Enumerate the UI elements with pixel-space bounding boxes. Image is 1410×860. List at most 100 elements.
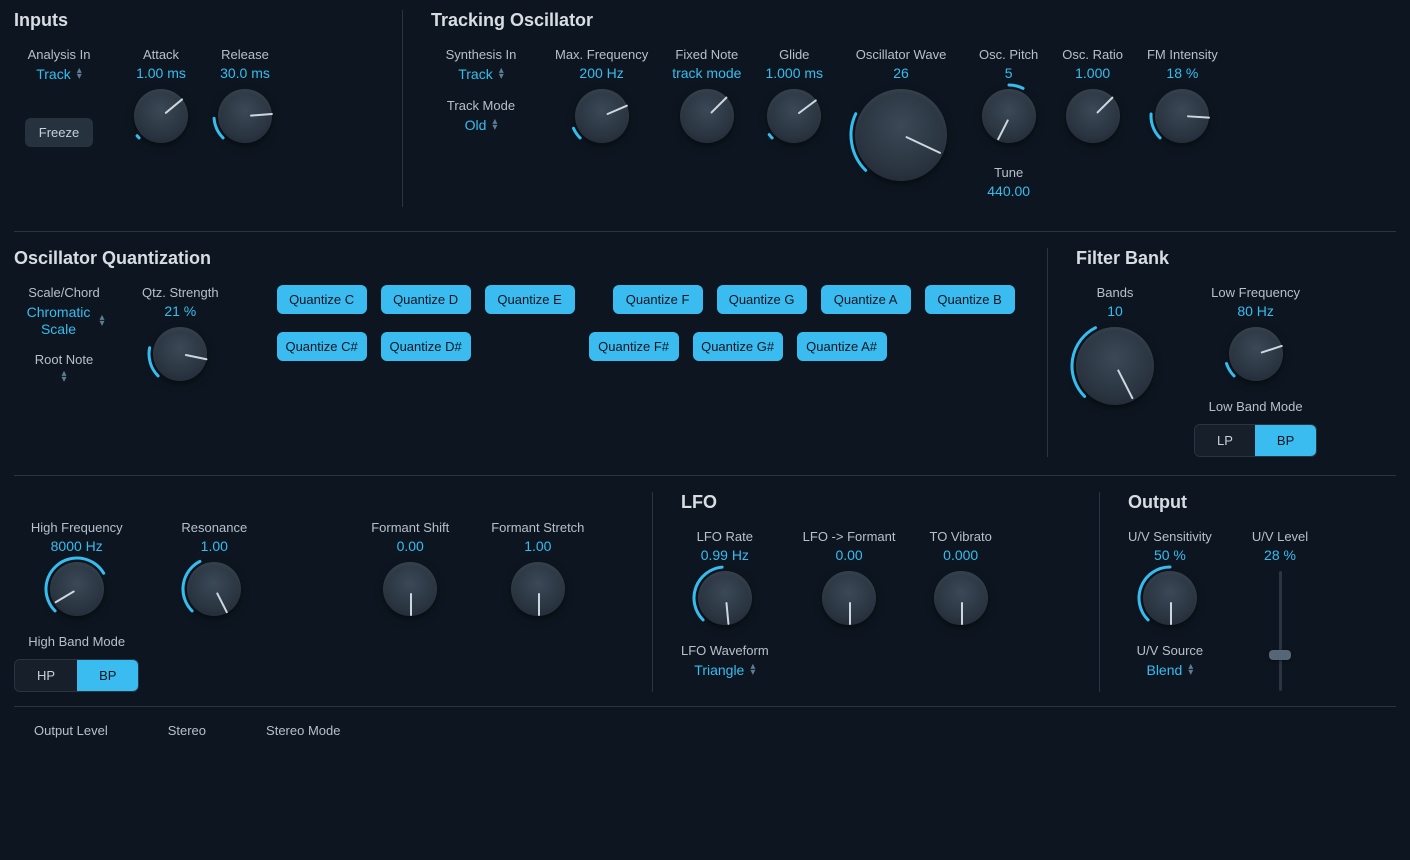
track-mode-label: Track Mode (447, 98, 515, 113)
attack-value: 1.00 ms (136, 65, 186, 81)
oscpitch-value: 5 (1005, 65, 1013, 81)
uvsource-dropdown[interactable]: Blend (1146, 662, 1193, 678)
uvlevel-label: U/V Level (1252, 529, 1308, 544)
qstrength-value: 21 % (164, 303, 196, 319)
seg-option[interactable]: LP (1195, 425, 1255, 456)
uvlevel-value: 28 % (1264, 547, 1296, 563)
qstrength-knob[interactable] (153, 327, 207, 381)
fixednote-param: Fixed Note track mode (672, 47, 741, 143)
quantize-button[interactable]: Quantize B (925, 285, 1015, 314)
lfovib-knob[interactable] (934, 571, 988, 625)
lowfreq-value: 80 Hz (1237, 303, 1274, 319)
uvsens-knob[interactable] (1143, 571, 1197, 625)
synthesis-in-dropdown[interactable]: Track (458, 66, 504, 82)
stereo-mode-label: Stereo Mode (266, 723, 340, 738)
attack-param: Attack 1.00 ms (134, 47, 188, 147)
uvlevel-slider[interactable] (1268, 571, 1292, 691)
analysis-in-dropdown[interactable]: Track (36, 66, 82, 82)
release-knob[interactable] (218, 89, 272, 143)
quant-title: Oscillator Quantization (14, 248, 1019, 269)
uvsens-param: U/V Sensitivity 50 % (1128, 529, 1212, 625)
release-label: Release (221, 47, 269, 62)
quantize-button[interactable]: Quantize G (717, 285, 807, 314)
lfo-title: LFO (681, 492, 1071, 513)
track-mode-dropdown[interactable]: Old (465, 117, 498, 133)
tune-label: Tune (994, 165, 1023, 180)
oscratio-param: Osc. Ratio 1.000 (1062, 47, 1123, 143)
synthesis-in-label: Synthesis In (446, 47, 517, 62)
fixednote-knob[interactable] (680, 89, 734, 143)
oscwave-label: Oscillator Wave (856, 47, 947, 62)
resonance-value: 1.00 (201, 538, 228, 554)
highmode-seg: HPBP (14, 659, 139, 692)
attack-knob[interactable] (134, 89, 188, 143)
resonance-param: Resonance 1.00 (181, 520, 247, 616)
lfoformant-knob[interactable] (822, 571, 876, 625)
fshift-knob[interactable] (383, 562, 437, 616)
highfreq-param: High Frequency 8000 Hz (31, 520, 123, 616)
quantize-button[interactable]: Quantize A# (797, 332, 887, 361)
maxfreq-value: 200 Hz (579, 65, 623, 81)
quantize-button[interactable]: Quantize C (277, 285, 367, 314)
quantize-button[interactable]: Quantize E (485, 285, 575, 314)
scale-dropdown[interactable]: Chromatic Scale (23, 304, 104, 338)
fixednote-value: track mode (672, 65, 741, 81)
oscwave-param: Oscillator Wave 26 (855, 47, 947, 181)
oscpitch-label: Osc. Pitch (979, 47, 1038, 62)
lfovib-value: 0.000 (943, 547, 978, 563)
maxfreq-knob[interactable] (575, 89, 629, 143)
inputs-title: Inputs (14, 10, 374, 31)
analysis-in-label: Analysis In (28, 47, 91, 62)
chevrons-icon (61, 371, 66, 383)
seg-option[interactable]: BP (1255, 425, 1316, 456)
quantize-button[interactable]: Quantize F# (589, 332, 679, 361)
fmint-label: FM Intensity (1147, 47, 1218, 62)
seg-option[interactable]: HP (15, 660, 77, 691)
quantize-button[interactable]: Quantize D (381, 285, 471, 314)
seg-option[interactable]: BP (77, 660, 138, 691)
oscwave-knob[interactable] (855, 89, 947, 181)
glide-knob[interactable] (767, 89, 821, 143)
maxfreq-param: Max. Frequency 200 Hz (555, 47, 648, 143)
release-value: 30.0 ms (220, 65, 270, 81)
highfreq-knob[interactable] (50, 562, 104, 616)
fstretch-label: Formant Stretch (491, 520, 584, 535)
lfowave-dropdown[interactable]: Triangle (694, 662, 755, 678)
lowmode-label: Low Band Mode (1209, 399, 1303, 414)
quantize-button[interactable]: Quantize F (613, 285, 703, 314)
resonance-label: Resonance (181, 520, 247, 535)
analysis-in-value: Track (36, 66, 70, 82)
lowfreq-knob[interactable] (1229, 327, 1283, 381)
oscpitch-knob[interactable] (982, 89, 1036, 143)
lowfreq-param: Low Frequency 80 Hz (1211, 285, 1300, 381)
resonance-knob[interactable] (187, 562, 241, 616)
lforate-param: LFO Rate 0.99 Hz (697, 529, 753, 625)
fstretch-knob[interactable] (511, 562, 565, 616)
chevrons-icon (99, 315, 104, 327)
quantize-button[interactable]: Quantize D# (381, 332, 471, 361)
fshift-value: 0.00 (397, 538, 424, 554)
root-dropdown[interactable] (61, 371, 66, 383)
fshift-label: Formant Shift (371, 520, 449, 535)
quantize-button[interactable]: Quantize G# (693, 332, 783, 361)
fmint-knob[interactable] (1155, 89, 1209, 143)
bands-value: 10 (1107, 303, 1123, 319)
lfoformant-value: 0.00 (835, 547, 862, 563)
lforate-knob[interactable] (698, 571, 752, 625)
lowfreq-label: Low Frequency (1211, 285, 1300, 300)
fshift-param: Formant Shift 0.00 (371, 520, 449, 616)
freeze-button[interactable]: Freeze (25, 118, 93, 147)
highfreq-value: 8000 Hz (51, 538, 103, 554)
quantize-button[interactable]: Quantize C# (277, 332, 367, 361)
oscpitch-param: Osc. Pitch 5 Tune 440.00 (979, 47, 1038, 207)
oscratio-knob[interactable] (1066, 89, 1120, 143)
quantize-button[interactable]: Quantize A (821, 285, 911, 314)
scale-label: Scale/Chord (28, 285, 100, 300)
synthesis-in-value: Track (458, 66, 492, 82)
highfreq-label: High Frequency (31, 520, 123, 535)
chevrons-icon (77, 68, 82, 80)
chevrons-icon (499, 68, 504, 80)
uvsource-label: U/V Source (1137, 643, 1203, 658)
lfoformant-param: LFO -> Formant 0.00 (803, 529, 896, 625)
bands-knob[interactable] (1076, 327, 1154, 405)
